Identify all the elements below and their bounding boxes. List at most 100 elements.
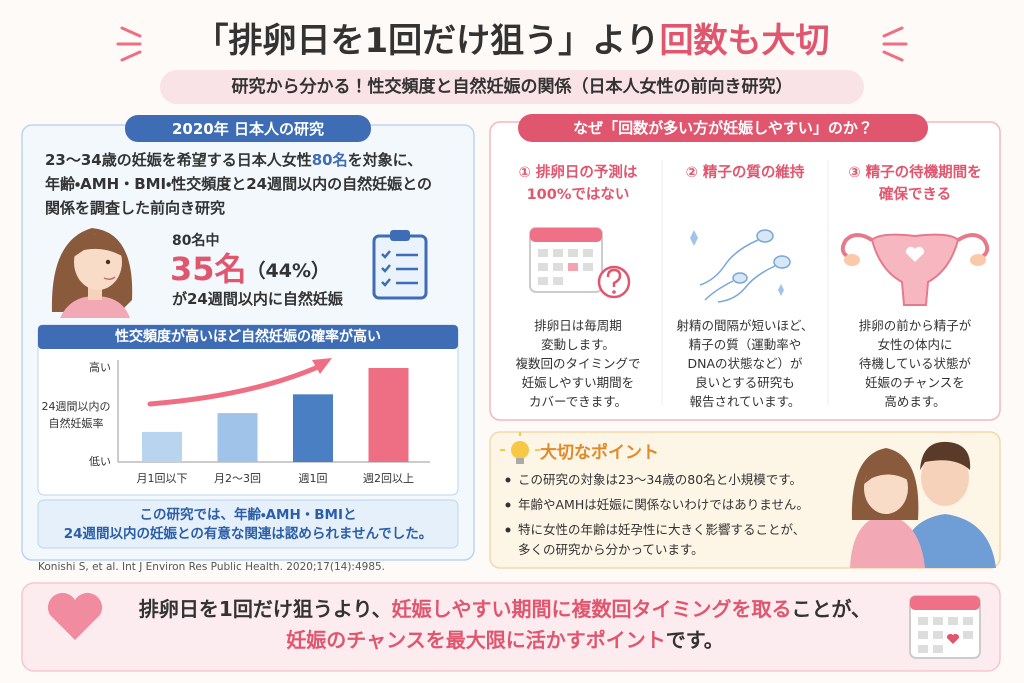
y-tick-label: 高い — [89, 360, 111, 374]
stats-count: 35名（44%） — [170, 250, 330, 288]
stats-of: 80名中 — [172, 232, 219, 249]
text-part: 報告されています。 — [690, 394, 801, 409]
text-part: 排卵日は毎周期 — [534, 318, 622, 333]
reason-body: DNAの状態など）が — [687, 356, 803, 371]
reason-body: 排卵日は毎周期 — [534, 318, 622, 333]
text-part: DNAの状態など）が — [687, 356, 803, 371]
reason-title: ③ 精子の待機期間を — [848, 163, 981, 181]
subtitle-pill — [160, 70, 864, 104]
heart-calendar-icon — [909, 595, 981, 659]
text-part: 良いとする研究も — [695, 375, 795, 390]
text-part: この研究では、年齢・AMH・BMIと — [139, 506, 356, 523]
point-line: この研究の対象は23〜34歳の80名と小規模です。 — [518, 472, 802, 487]
bar — [217, 413, 258, 462]
reason-body: 高めます。 — [884, 394, 945, 409]
subtitle: 研究から分かる！性交頻度と自然妊娠の関係（日本人女性の前向き研究） — [232, 76, 793, 97]
text-part: 高い — [89, 360, 111, 374]
reason-body: 排卵の前から精子が — [859, 318, 972, 333]
text-part: ② 精子の質の維持 — [686, 163, 805, 181]
text-part: 特に女性の年齢は妊孕性に大きく影響することが、 — [518, 522, 805, 537]
text-part: 年齢・AMH・BMI・性交頻度と24週間以内の自然妊娠との — [45, 175, 432, 193]
text-part: 大切なポイント — [540, 442, 659, 463]
text-part: 性交頻度が高いほど自然妊娠の確率が高い — [115, 328, 381, 345]
reason-title: ② 精子の質の維持 — [686, 163, 805, 181]
text-part: 精子の質（運動率や — [689, 337, 802, 352]
reason-title: ① 排卵日の予測は — [519, 163, 638, 181]
text-part: 多くの研究から分かっています。 — [518, 542, 704, 557]
sperm-icon — [690, 229, 791, 303]
text-part: 女性の体内に — [877, 337, 952, 352]
reason-title: 確保できる — [878, 185, 951, 203]
text-part: 80名 — [312, 151, 348, 169]
point-line: 特に女性の年齢は妊孕性に大きく影響することが、 — [518, 522, 805, 537]
text-part: です。 — [666, 628, 724, 652]
y-axis-label: 自然妊娠率 — [49, 416, 104, 430]
intro-line: 関係を調査した前向き研究 — [45, 199, 225, 217]
text-part: なぜ「回数が多い方が妊娠しやすい」のか？ — [573, 119, 873, 137]
text-part: 24週間以内の — [42, 399, 111, 413]
conclusion-line: 妊娠のチャンスを最大限に活かすポイントです。 — [286, 628, 723, 652]
text-part: 妊娠のチャンスを最大限に活かすポイント — [286, 628, 665, 652]
reason-body: 妊娠しやすい期間を — [522, 375, 634, 390]
y-tick-label: 低い — [89, 455, 111, 468]
reason-body: 変動します。 — [541, 337, 615, 352]
text-part: を対象に、 — [348, 151, 423, 169]
trend-arrowhead — [312, 358, 332, 374]
text-part: 回数も大切 — [659, 21, 829, 61]
points-title: 大切なポイント — [540, 442, 659, 463]
title: 「排卵日を1回だけ狙う」より回数も大切 — [195, 21, 830, 61]
conclusion-panel — [21, 582, 1001, 672]
text-part: 24週間以内の妊娠との有意な関連は認められませんでした。 — [64, 525, 433, 542]
text-part: 研究から分かる！性交頻度と自然妊娠の関係（日本人女性の前向き研究） — [232, 76, 793, 97]
text-part: 「排卵日を1回だけ狙う」より — [195, 21, 660, 61]
heart-icon — [47, 592, 103, 640]
x-tick-label: 週1回 — [299, 472, 328, 485]
woman-illustration — [51, 228, 133, 318]
bulb-icon — [500, 432, 540, 464]
intro-line: 23〜34歳の妊娠を希望する日本人女性80名を対象に、 — [45, 151, 422, 169]
reason-body: 待機している状態が — [859, 356, 972, 371]
text-part: Konishi S, et al. Int J Environ Res Publ… — [38, 561, 385, 573]
text-part: 確保できる — [878, 185, 951, 203]
text-part: 月1回以下 — [137, 472, 188, 485]
text-part: 35名 — [170, 250, 247, 288]
reason-title: 100%ではない — [527, 186, 630, 203]
y-axis-label: 24週間以内の — [42, 399, 111, 413]
text-part: 関係を調査した前向き研究 — [45, 199, 225, 217]
reasons-header: なぜ「回数が多い方が妊娠しやすい」のか？ — [573, 119, 873, 137]
text-part: 妊娠のチャンスを — [865, 375, 965, 390]
chart-header — [38, 325, 458, 349]
reasons-header-pill — [518, 114, 928, 142]
reason-body: カバーできます。 — [529, 394, 627, 409]
point-line: 多くの研究から分かっています。 — [518, 542, 704, 557]
text-part: 妊娠しやすい期間を — [522, 375, 634, 390]
x-tick-label: 月2〜3回 — [214, 472, 261, 485]
text-part: 低い — [89, 455, 111, 468]
bullet — [505, 477, 511, 483]
conclusion-line: 排卵日を1回だけ狙うより、妊娠しやすい期間に複数回タイミングを取ることが、 — [139, 597, 871, 621]
point-line: 年齢やAMHは妊娠に関係ないわけではありません。 — [518, 497, 809, 512]
citation: Konishi S, et al. Int J Environ Res Publ… — [38, 561, 385, 573]
reason-body: 良いとする研究も — [695, 375, 795, 390]
text-part: カバーできます。 — [529, 394, 627, 409]
text-part: ③ 精子の待機期間を — [848, 163, 981, 181]
text-part: 高めます。 — [884, 394, 945, 409]
text-part: ことが、 — [791, 597, 871, 621]
study-header: 2020年 日本人の研究 — [172, 120, 324, 138]
text-part: （44%） — [247, 259, 330, 282]
reason-body: 妊娠のチャンスを — [865, 375, 965, 390]
text-part: 排卵日を1回だけ狙うより、 — [139, 597, 392, 621]
text-part: 週2回以上 — [363, 472, 414, 485]
note-line: この研究では、年齢・AMH・BMIと — [139, 506, 356, 523]
calendar-icon — [529, 227, 631, 299]
uterus-icon — [840, 233, 990, 306]
title-decor — [116, 26, 908, 62]
study-header-pill — [125, 115, 371, 142]
text-part: 自然妊娠率 — [49, 416, 104, 430]
bar — [368, 368, 409, 462]
trend-arrow — [147, 364, 321, 407]
text-part: 変動します。 — [541, 337, 615, 352]
reason-body: 複数回のタイミングで — [515, 356, 640, 371]
